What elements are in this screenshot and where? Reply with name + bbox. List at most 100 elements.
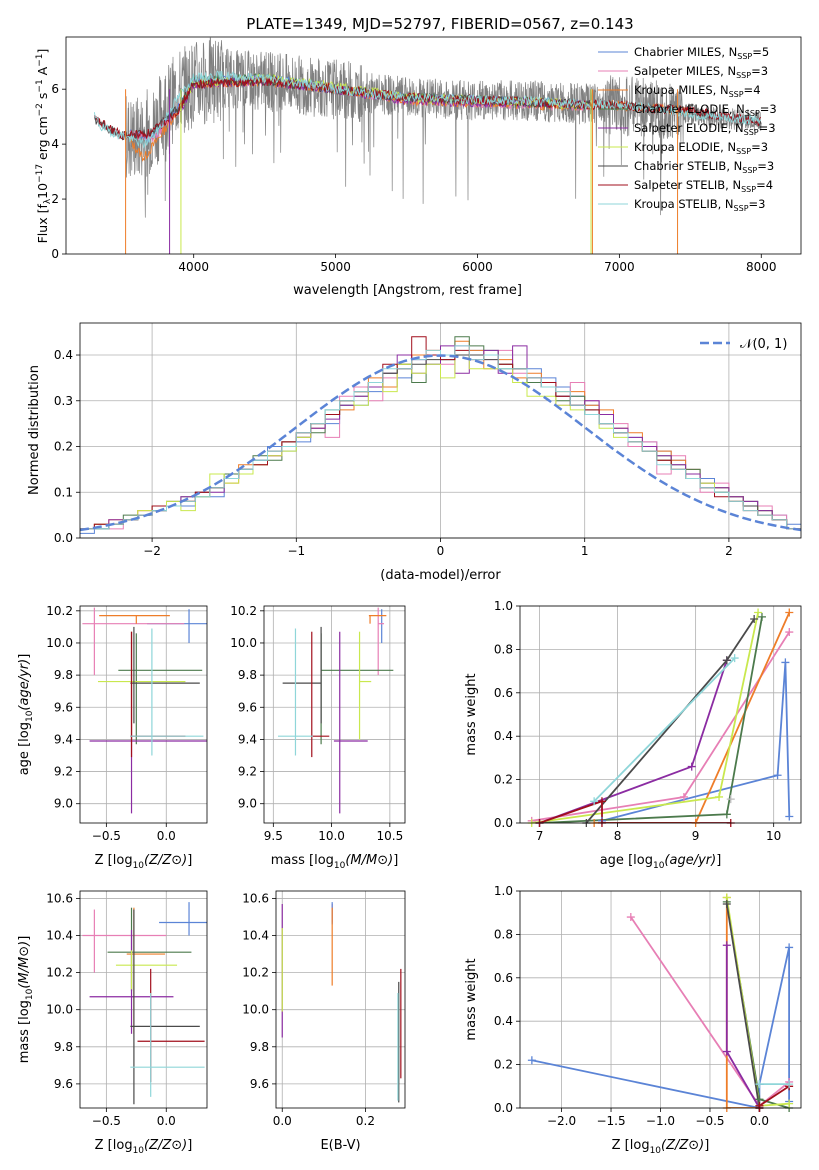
label-close: ] — [17, 654, 32, 659]
legend-n-value: 3 — [758, 197, 765, 211]
label-sub: 10 — [133, 1146, 145, 1156]
x-tick-label: 0.0 — [157, 1114, 176, 1128]
legend-n-prefix: , N — [726, 159, 742, 173]
y-tick-label: 9.6 — [238, 700, 257, 714]
plus-marker — [755, 1101, 764, 1110]
label-inner: (M/M⊙) — [345, 853, 393, 868]
axes-frame — [275, 890, 406, 1109]
legend-series-name: Chabrier ELODIE — [634, 102, 729, 116]
y-tick-label: 9.0 — [54, 797, 73, 811]
y-tick-label: 10.4 — [46, 929, 73, 943]
legend-n-subscript: SSP — [745, 109, 760, 118]
legend-label: Kroupa ELODIE, NSSP=3 — [634, 140, 768, 156]
legend-n-eq: = — [760, 102, 770, 116]
figure-title: PLATE=1349, MJD=52797, FIBERID=0567, z=0… — [246, 15, 633, 33]
x-axis-label: Z [log10(Z/Z⊙)] — [95, 1138, 193, 1156]
y-tick-label: 0.2 — [54, 440, 73, 454]
plus-marker — [757, 612, 766, 621]
legend-n-prefix: , N — [713, 83, 729, 97]
y-tick-label: 0.8 — [494, 642, 513, 656]
x-axis-label: (data-model)/error — [380, 568, 501, 583]
y-tick-label: 0 — [51, 247, 59, 261]
plot-area — [82, 607, 207, 814]
mass-vs-extinction-plot: 0.0 0.2 9.6 9.8 10.0 10.2 10.4 10.6 E(B-V) — [242, 890, 406, 1153]
mass-weight-line — [594, 612, 791, 823]
x-tick-label: −1 — [287, 544, 305, 558]
legend-n-prefix: , N — [721, 45, 737, 59]
label-inner: (Z/Z⊙) — [144, 1138, 187, 1153]
y-axis-label-part: A — [35, 66, 50, 79]
mass-weight-line — [531, 631, 791, 822]
axes-frame — [79, 605, 208, 824]
plus-marker — [785, 1099, 794, 1108]
plus-marker — [722, 810, 731, 819]
plus-marker — [626, 913, 635, 922]
x-tick-label: 7 — [536, 829, 544, 843]
x-tick-label: 9.5 — [264, 829, 283, 843]
mass-weight-line — [593, 657, 736, 802]
y-axis-label: Flux [fλ10−17 erg cm−2 s−1 A−1] — [35, 49, 53, 244]
legend-n-value: 3 — [761, 64, 768, 78]
y-tick-label: 10.2 — [230, 604, 257, 618]
y-tick-label: 10.4 — [242, 929, 269, 943]
y-axis-label-part: −17 — [35, 164, 45, 183]
plus-marker — [527, 1056, 536, 1065]
y-tick-label: 0.6 — [494, 971, 513, 985]
legend-n-eq: = — [744, 83, 754, 97]
label-prefix: Z [log — [95, 853, 133, 868]
legend-n-prefix: , N — [718, 197, 734, 211]
legend-n-value: 3 — [761, 140, 768, 154]
legend-series-name: Salpeter STELIB — [634, 178, 725, 192]
plus-marker — [785, 812, 794, 821]
y-axis-label: mass weight — [464, 673, 479, 755]
legend-series-name: Chabrier STELIB — [634, 159, 726, 173]
mass-weight-line — [601, 662, 791, 822]
y-tick-label: 0.4 — [494, 729, 513, 743]
x-axis-label: Z [log10(Z/Z⊙)] — [612, 1138, 710, 1156]
label-sub: 10 — [653, 861, 665, 871]
y-tick-label: 2 — [51, 192, 59, 206]
legend-n-prefix: , N — [729, 102, 745, 116]
y-axis-label-part: ] — [35, 49, 50, 54]
legend-n-prefix: , N — [720, 64, 736, 78]
y-tick-label: 0.2 — [494, 773, 513, 787]
x-tick-label: 10.5 — [376, 829, 403, 843]
legend-n-value: 4 — [766, 178, 773, 192]
label-close: ] — [716, 853, 721, 868]
plot-area — [80, 336, 801, 534]
y-tick-label: 0.0 — [54, 531, 73, 545]
x-tick-label: −0.5 — [92, 1114, 121, 1128]
legend-n-eq: = — [757, 159, 767, 173]
legend-n-value: 3 — [767, 159, 774, 173]
label-close: ] — [187, 1138, 192, 1153]
plus-marker — [722, 941, 731, 950]
x-tick-label: 7000 — [604, 260, 635, 274]
legend-label: Chabrier ELODIE, NSSP=3 — [634, 102, 777, 118]
mass-weight-line — [539, 616, 763, 823]
x-tick-label: 5000 — [320, 260, 351, 274]
legend-n-value: 3 — [768, 121, 775, 135]
axes-frame — [263, 605, 406, 824]
axes-frame — [519, 890, 802, 1109]
plus-marker — [726, 795, 735, 804]
mass-weight-line — [539, 800, 731, 823]
x-tick-label: 0 — [437, 544, 445, 558]
y-tick-label: 9.8 — [238, 668, 257, 682]
y-tick-label: 9.2 — [54, 765, 73, 779]
label-inner: (M/M⊙) — [17, 941, 32, 989]
x-tick-label: −0.5 — [92, 829, 121, 843]
legend-n-eq: = — [756, 178, 766, 192]
plus-marker — [722, 900, 731, 909]
legend-n-prefix: , N — [720, 140, 736, 154]
legend-n-eq: = — [749, 197, 759, 211]
legend-series-name: Kroupa ELODIE — [634, 140, 720, 154]
x-tick-label: 10.0 — [318, 829, 345, 843]
mass-weight-vs-metallicity-plot: −2.0 −1.5 −1.0 −0.5 0.0 0.0 0.2 0.4 0.6 0.8 1.0 mas… — [464, 884, 802, 1156]
x-axis-label: Z [log10(Z/Z⊙)] — [95, 853, 193, 871]
y-axis-label: mass [log10(M/M⊙)] — [17, 936, 35, 1064]
legend-n-value: 5 — [762, 45, 769, 59]
y-tick-label: 10.0 — [46, 636, 73, 650]
y-tick-label: 0.4 — [54, 348, 73, 362]
legend-series-name: Salpeter MILES — [634, 64, 720, 78]
